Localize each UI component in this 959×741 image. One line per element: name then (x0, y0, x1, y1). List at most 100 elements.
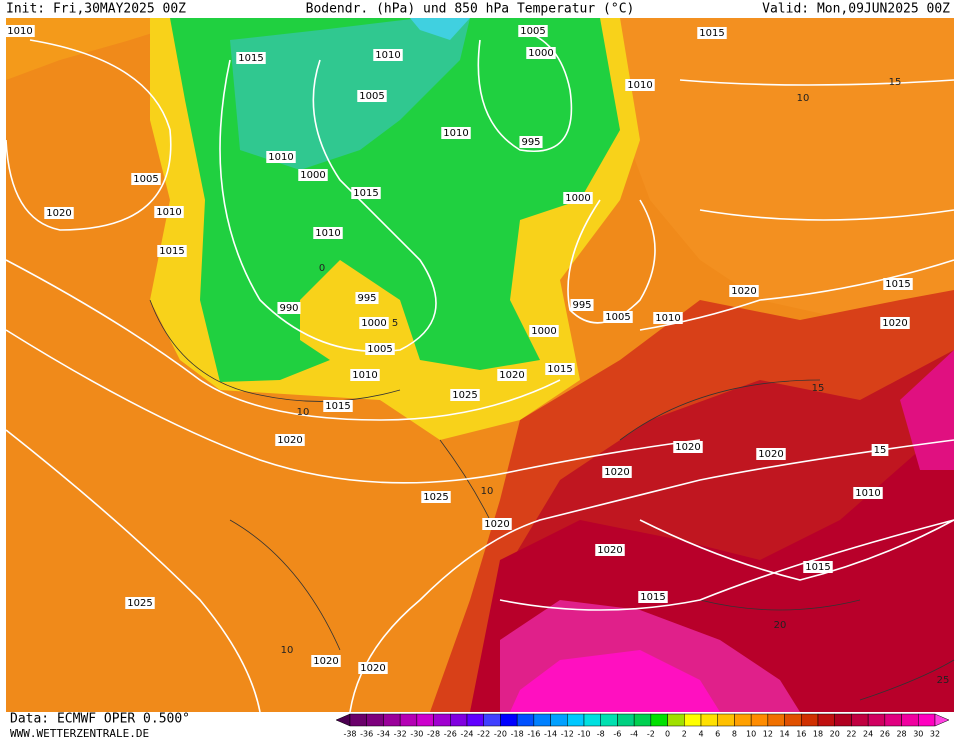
isobar-label-box (529, 325, 559, 337)
isobar-label: 1015 (805, 562, 830, 573)
colorbar-segment (533, 713, 551, 727)
isobar-label: 1000 (300, 170, 325, 181)
isobar-label-box (519, 136, 543, 148)
isobar-label: 1010 (352, 370, 377, 381)
temperature-field (510, 650, 720, 712)
isobar-label: 1015 (238, 53, 263, 64)
valid-time: Valid: Mon,09JUN2025 00Z (762, 2, 950, 17)
temperature-label: 20 (774, 620, 787, 631)
isobar-label-box (5, 25, 35, 37)
isobar-label-box (883, 278, 913, 290)
colorbar-tick-label: -20 (494, 730, 507, 739)
isobar-label: 1025 (127, 598, 152, 609)
colorbar-segment (650, 713, 668, 727)
isobar-label-box (563, 192, 593, 204)
isobar-label-box (518, 25, 548, 37)
colorbar-tick-label: -12 (561, 730, 574, 739)
isobar-label-box (729, 285, 759, 297)
colorbar-tick-label: 14 (779, 730, 789, 739)
colorbar-tick-label: -10 (577, 730, 590, 739)
isobar-label: 1005 (359, 91, 384, 102)
colorbar-segment (500, 713, 518, 727)
colorbar-tick-label: -4 (630, 730, 638, 739)
isobar-label: 1000 (531, 326, 556, 337)
website: WWW.WETTERZENTRALE.DE (10, 727, 149, 740)
isobar-label-box (603, 311, 633, 323)
colorbar-segment (918, 713, 936, 727)
colorbar-tick-label: 18 (813, 730, 823, 739)
colorbar-segment (483, 713, 501, 727)
isobar-label: 1005 (605, 312, 630, 323)
isobar-label: 1000 (528, 48, 553, 59)
isobar (5, 29, 955, 713)
colorbar-tick-label: 12 (763, 730, 773, 739)
isobar-label: 1000 (565, 193, 590, 204)
isobar-label-box (357, 90, 387, 102)
colorbar-tick-label: -30 (410, 730, 423, 739)
colorbar-tick-label: -38 (343, 730, 356, 739)
isobar-label-box (351, 187, 381, 199)
isobar-label: 1015 (159, 246, 184, 257)
isobar-label: 15 (874, 445, 887, 456)
isobar-label: 1010 (7, 26, 32, 37)
colorbar-segment (784, 713, 802, 727)
temperature-field (6, 18, 200, 80)
isobar-label: 1010 (443, 128, 468, 139)
colorbar-tick-label: 2 (682, 730, 687, 739)
init-time: Init: Fri,30MAY2025 00Z (6, 2, 186, 17)
colorbar-segment (450, 713, 468, 727)
temperature-field (230, 18, 470, 170)
isobar-label: 1020 (597, 545, 622, 556)
isobar-label-box (323, 400, 353, 412)
isobar-label: 1020 (604, 467, 629, 478)
colorbar-tick-label: 8 (732, 730, 737, 739)
colorbar-tick-label: 20 (830, 730, 840, 739)
isobar-label-box (358, 662, 388, 674)
colorbar-tick-label: -34 (377, 730, 390, 739)
colorbar-segment (700, 713, 718, 727)
isobar-label: 1010 (315, 228, 340, 239)
colorbar-segment (399, 713, 418, 727)
colorbar-tick-label: 10 (746, 730, 756, 739)
isobar-label-box (277, 302, 301, 314)
isobar-label-box (880, 317, 910, 329)
temperature-label: 0 (319, 263, 325, 274)
isobar-label-box (871, 444, 889, 456)
colorbar-tick-label: -22 (477, 730, 490, 739)
isobar-label-box (373, 49, 403, 61)
colorbar-segment (867, 713, 886, 727)
colorbar-tick-label: 22 (846, 730, 856, 739)
isobar-label: 1015 (325, 401, 350, 412)
colorbar-segment (884, 713, 902, 727)
isobar-label: 1020 (499, 370, 524, 381)
isobar-label: 1020 (882, 318, 907, 329)
colorbar-segment (617, 713, 635, 727)
isobar-label: 1025 (423, 492, 448, 503)
isobar-label-box (125, 597, 155, 609)
temperature-label: 15 (812, 383, 825, 394)
isobar-label-box (673, 441, 703, 453)
isobar-label-box (421, 491, 451, 503)
temperature-label: 15 (889, 77, 902, 88)
isobar-label-box (355, 292, 379, 304)
isobar-label-box (653, 312, 683, 324)
colorbar-segment (667, 713, 685, 727)
colorbar-segment (583, 713, 601, 727)
map (5, 18, 955, 713)
isobar-label-box (44, 207, 74, 219)
isobar-label-box (154, 206, 184, 218)
colorbar-tick-label: 0 (665, 730, 670, 739)
isobar-label-box (697, 27, 727, 39)
colorbar-segment (433, 713, 451, 727)
temperature-label: 10 (297, 407, 310, 418)
colorbar-tick-label: -6 (613, 730, 621, 739)
colorbar-tick-label: -36 (360, 730, 373, 739)
isobar-label-box (482, 518, 512, 530)
colorbar-segment (834, 713, 852, 727)
colorbar-segment (801, 713, 819, 727)
isobar-label: 1015 (885, 279, 910, 290)
isobar-label-box (853, 487, 883, 499)
colorbar-tick-label: -18 (511, 730, 524, 739)
isobar-label: 1020 (484, 519, 509, 530)
isobar-label-box (803, 561, 833, 573)
